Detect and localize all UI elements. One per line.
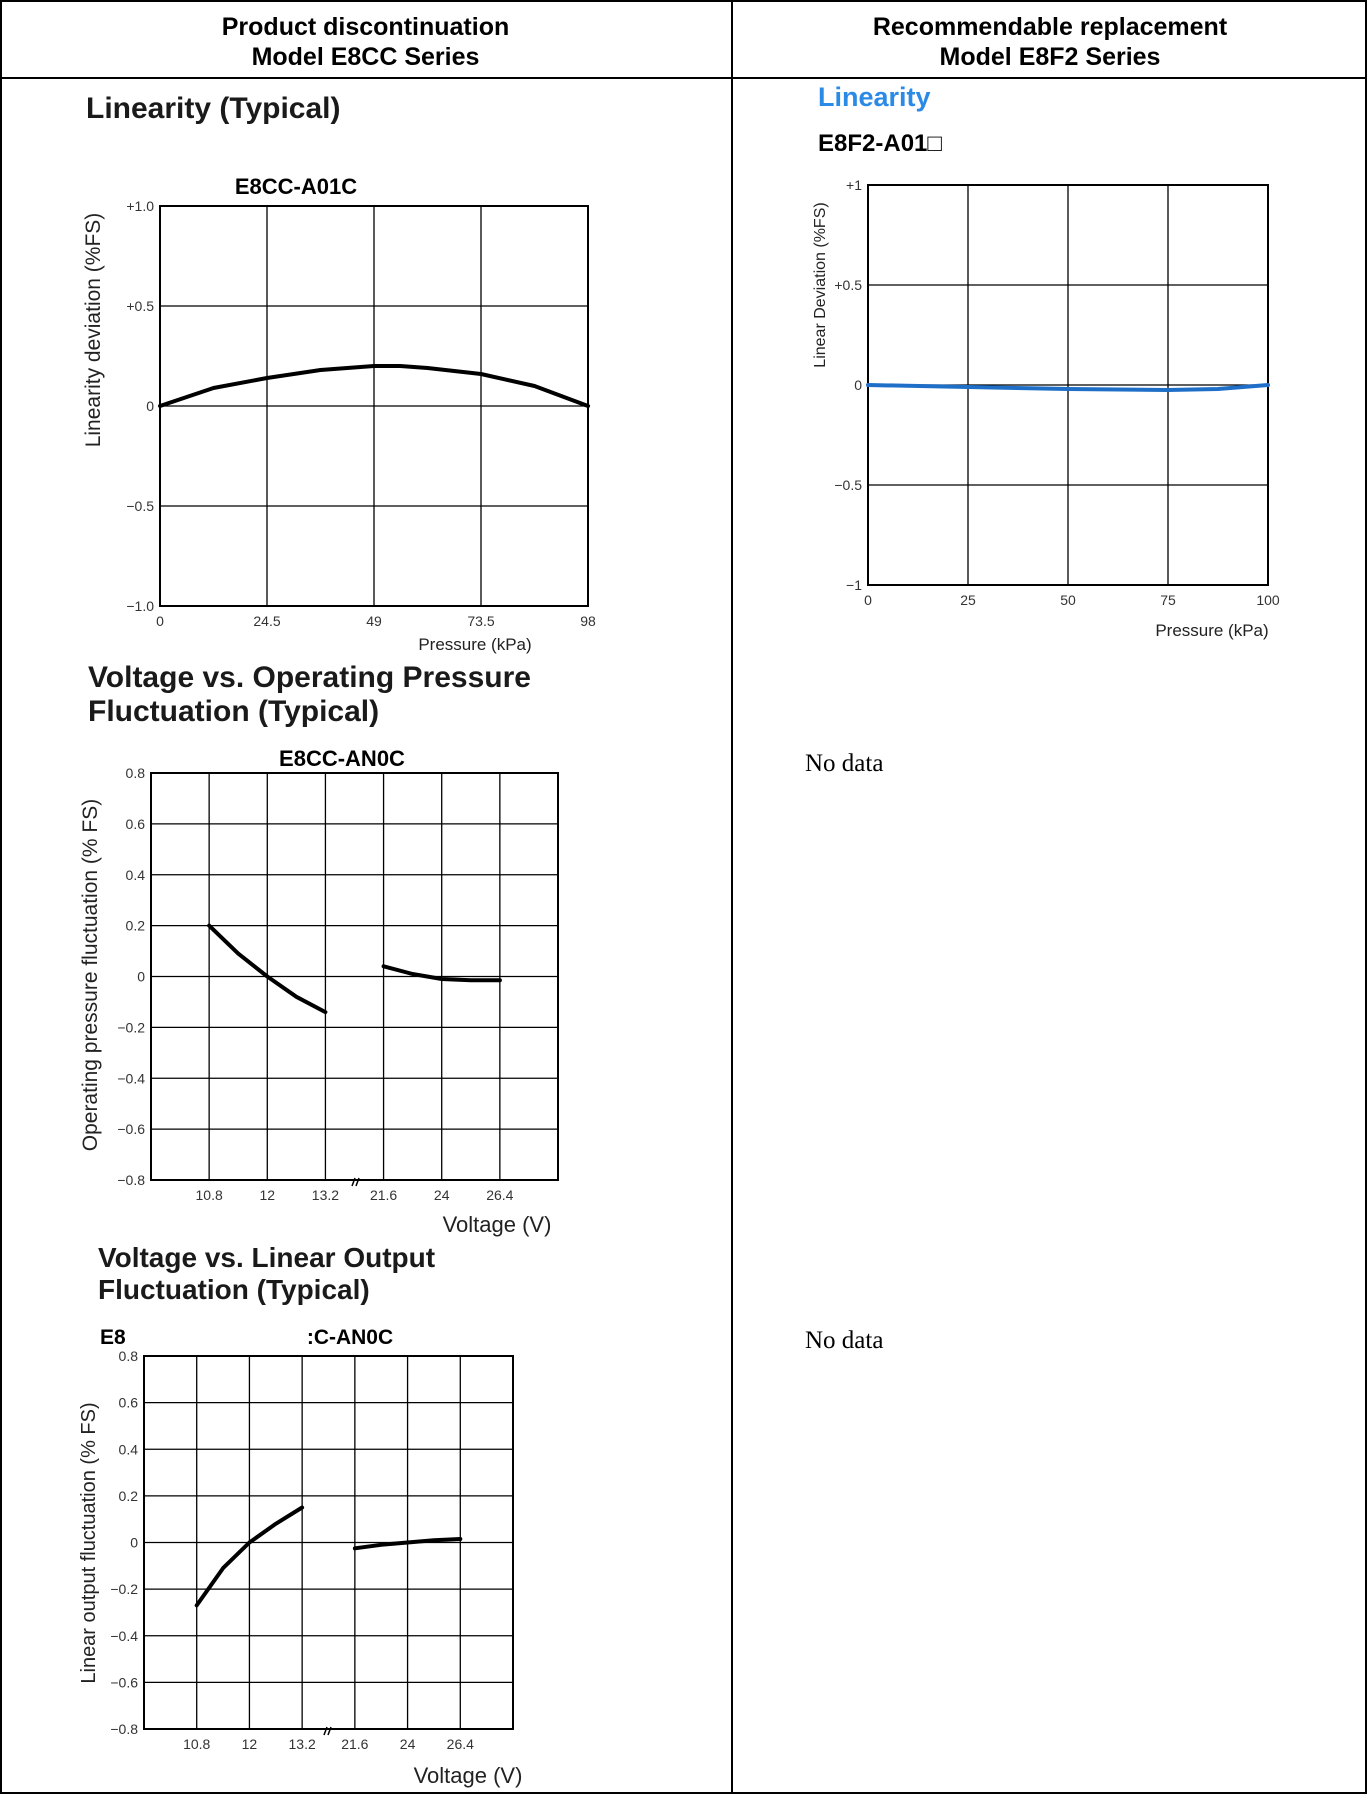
- chart-title: E8CC-AN0C: [279, 746, 405, 771]
- chart-title: E8CC-A01C: [235, 174, 357, 199]
- header-left: Product discontinuation Model E8CC Serie…: [0, 12, 731, 72]
- x-tick-label: 24.5: [253, 613, 280, 629]
- y-tick-label: −0.4: [110, 1628, 138, 1644]
- x-tick-label: 0: [156, 613, 164, 629]
- y-tick-label: +1.0: [126, 198, 154, 214]
- linearity-title: Linearity (Typical): [86, 92, 341, 125]
- axis-break-mark: [351, 1177, 360, 1187]
- y-tick-label: 0: [137, 969, 145, 985]
- y-tick-label: −0.8: [117, 1172, 145, 1188]
- x-tick-label: 100: [1256, 592, 1280, 608]
- y-tick-label: 0: [130, 1535, 138, 1551]
- x-tick-label: 75: [1160, 592, 1176, 608]
- axis-break-mark: [323, 1726, 332, 1736]
- y-tick-label: 0.8: [126, 765, 146, 781]
- voltage-output-title-2: Fluctuation (Typical): [98, 1274, 370, 1305]
- x-tick-label: 50: [1060, 592, 1076, 608]
- y-tick-label: 0.6: [119, 1395, 139, 1411]
- header-right-line2: Model E8F2 Series: [939, 43, 1161, 71]
- y-tick-label: +0.5: [834, 277, 862, 293]
- e8f2-model-label: E8F2-A01□: [818, 130, 942, 157]
- header-right-line1: Recommendable replacement: [872, 13, 1228, 41]
- voltage-pressure-title-1: Voltage vs. Operating Pressure: [88, 661, 531, 694]
- y-tick-label: −0.6: [117, 1121, 145, 1137]
- chart-title-left: E8: [100, 1326, 126, 1349]
- x-tick-label: 10.8: [183, 1736, 210, 1752]
- y-tick-label: −0.6: [110, 1674, 138, 1690]
- x-axis-label: Pressure (kPa): [418, 635, 531, 654]
- y-tick-label: 0.4: [119, 1441, 139, 1457]
- x-tick-label: 12: [259, 1187, 275, 1203]
- y-axis-label: Operating pressure fluctuation (% FS): [79, 799, 102, 1152]
- x-tick-label: 12: [242, 1736, 258, 1752]
- no-data-voltage-pressure: No data: [805, 750, 884, 777]
- y-tick-label: −0.5: [834, 477, 862, 493]
- series-line: [194, 1505, 305, 1608]
- y-tick-label: 0: [854, 377, 862, 393]
- header-right: Recommendable replacement Model E8F2 Ser…: [733, 12, 1367, 72]
- voltage-pressure-title-2: Fluctuation (Typical): [88, 695, 380, 728]
- y-tick-label: 0.4: [126, 867, 146, 883]
- y-tick-label: −0.2: [110, 1581, 138, 1597]
- y-tick-label: −0.8: [110, 1721, 138, 1737]
- x-tick-label: 24: [400, 1736, 416, 1752]
- header-left-line1: Product discontinuation: [221, 13, 510, 41]
- x-tick-label: 0: [864, 592, 872, 608]
- plot-frame: [143, 1355, 514, 1730]
- y-tick-label: +0.5: [126, 298, 154, 314]
- series-line: [158, 364, 590, 408]
- y-tick-label: +1: [846, 177, 862, 193]
- x-tick-label: 10.8: [196, 1187, 223, 1203]
- x-tick-label: 26.4: [486, 1187, 513, 1203]
- series-line: [381, 964, 502, 983]
- y-axis-label: Linearity deviation (%FS): [82, 213, 105, 448]
- series-line: [207, 923, 328, 1015]
- x-tick-label: 73.5: [467, 613, 494, 629]
- no-data-voltage-output: No data: [805, 1327, 884, 1354]
- header-left-line2: Model E8CC Series: [251, 43, 480, 71]
- y-tick-label: 0.8: [119, 1348, 139, 1364]
- x-tick-label: 25: [960, 592, 976, 608]
- y-axis-label: Linear output fluctuation (% FS): [78, 1402, 100, 1683]
- y-tick-label: 0.6: [126, 816, 146, 832]
- chart-title-right: :C-AN0C: [307, 1326, 393, 1349]
- series-line: [866, 383, 1270, 392]
- e8f2-linearity-title: Linearity: [818, 82, 931, 112]
- x-axis-label: Pressure (kPa): [1155, 621, 1268, 640]
- x-tick-label: 49: [366, 613, 382, 629]
- x-axis-label: Voltage (V): [414, 1763, 523, 1788]
- table-header-divider: [0, 77, 1367, 79]
- y-tick-label: −1: [846, 577, 862, 593]
- x-tick-label: 21.6: [370, 1187, 397, 1203]
- x-tick-label: 26.4: [447, 1736, 474, 1752]
- y-tick-label: 0: [146, 398, 154, 414]
- table-column-divider: [731, 0, 733, 1794]
- y-tick-label: −0.2: [117, 1019, 145, 1035]
- y-axis-label: Linear Deviation (%FS): [812, 202, 829, 367]
- y-tick-label: −0.4: [117, 1070, 145, 1086]
- x-tick-label: 13.2: [312, 1187, 339, 1203]
- x-tick-label: 13.2: [289, 1736, 316, 1752]
- y-tick-label: 0.2: [119, 1488, 139, 1504]
- y-tick-label: 0.2: [126, 918, 146, 934]
- y-tick-label: −0.5: [126, 498, 154, 514]
- x-tick-label: 98: [580, 613, 596, 629]
- voltage-output-title-1: Voltage vs. Linear Output: [98, 1242, 436, 1273]
- x-tick-label: 24: [434, 1187, 450, 1203]
- x-tick-label: 21.6: [341, 1736, 368, 1752]
- x-axis-label: Voltage (V): [443, 1212, 552, 1237]
- series-line: [352, 1537, 463, 1551]
- y-tick-label: −1.0: [126, 598, 154, 614]
